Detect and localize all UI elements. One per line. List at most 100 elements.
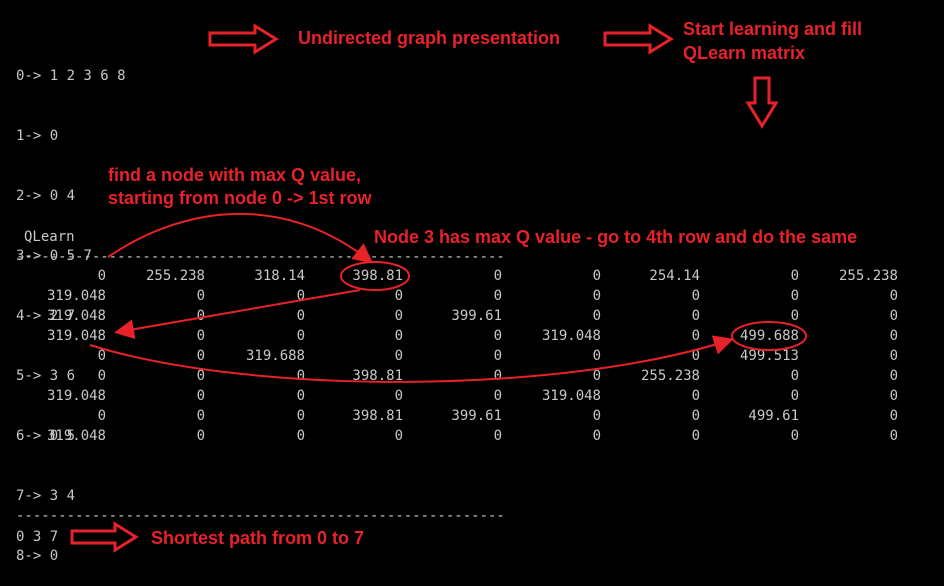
- annotation-shortest: Shortest path from 0 to 7: [151, 528, 365, 548]
- qlearn-cell: 0: [790, 368, 799, 384]
- qlearn-cell: 319.048: [46, 328, 106, 344]
- qlearn-cell: 0: [592, 408, 601, 424]
- curve-arrow-to-row4-icon: [114, 289, 361, 340]
- qlearn-cell: 0: [691, 288, 700, 304]
- adjacency-line: 0-> 1 2 3 6 8: [16, 68, 126, 84]
- qlearn-cell: 0: [493, 348, 502, 364]
- qlearn-cell: 0: [889, 288, 898, 304]
- adjacency-line: 3-> 0 5 7: [16, 248, 92, 264]
- block-arrow-right-icon: [208, 23, 279, 55]
- qlearn-cell: 0: [889, 408, 898, 424]
- qlearn-cell: 0: [790, 388, 799, 404]
- path-separator: ----------------------------------------…: [16, 508, 506, 524]
- qlearn-cell: 319.048: [46, 288, 106, 304]
- qlearn-cell: 399.61: [451, 308, 502, 324]
- adjacency-line: 7-> 3 4: [16, 488, 76, 504]
- qlearn-cell: 0: [296, 328, 305, 344]
- qlearn-cell: 0: [889, 428, 898, 444]
- qlearn-cell: 0: [691, 348, 700, 364]
- qlearn-cell: 0: [296, 288, 305, 304]
- qlearn-cell: 0: [196, 368, 205, 384]
- qlearn-cell: 0: [394, 428, 403, 444]
- curve-arrow-to-node7-icon: [89, 335, 734, 383]
- qlearn-cell: 0: [196, 428, 205, 444]
- qlearn-cell: 0: [592, 348, 601, 364]
- annotation-start-line2: QLearn matrix: [683, 43, 806, 63]
- qlearn-cell: 319.048: [541, 388, 601, 404]
- qlearn-cell: 319.048: [46, 308, 106, 324]
- qlearn-cell: 0: [394, 348, 403, 364]
- adjacency-line: 4-> 2 7: [16, 308, 76, 324]
- adjacency-line: 5-> 3 6: [16, 368, 76, 384]
- qlearn-cell: 0: [691, 308, 700, 324]
- qlearn-cell: 0: [493, 288, 502, 304]
- qlearn-cell: 0: [889, 368, 898, 384]
- qlearn-cell: 499.61: [748, 408, 799, 424]
- qlearn-cell: 0: [296, 368, 305, 384]
- qlearn-title: QLearn: [24, 229, 75, 245]
- qlearn-cell: 255.238: [640, 368, 700, 384]
- qlearn-cell: 254.14: [649, 268, 700, 284]
- block-arrow-right-icon: [70, 521, 139, 553]
- qlearn-cell: 0: [691, 408, 700, 424]
- qlearn-cell: 0: [592, 268, 601, 284]
- qlearn-cell: 0: [296, 308, 305, 324]
- annotation-node3: Node 3 has max Q value - go to 4th row a…: [374, 227, 858, 247]
- block-arrow-down-icon: [745, 76, 779, 129]
- qlearn-cell: 0: [889, 328, 898, 344]
- qlearn-cell: 0: [394, 288, 403, 304]
- qlearn-cell: 0: [889, 308, 898, 324]
- qlearn-cell: 255.238: [838, 268, 898, 284]
- qlearn-cell: 319.688: [245, 348, 305, 364]
- qlearn-cell: 0: [97, 408, 106, 424]
- qlearn-cell: 398.81: [352, 368, 403, 384]
- qlearn-cell: 0: [394, 388, 403, 404]
- qlearn-cell: 0: [97, 268, 106, 284]
- qlearn-cell: 0: [296, 388, 305, 404]
- highlight-circle-398-icon: [340, 261, 410, 291]
- qlearn-cell: 499.688: [739, 328, 799, 344]
- qlearn-cell: 0: [889, 388, 898, 404]
- qlearn-cell: 0: [790, 288, 799, 304]
- qlearn-cell: 319.048: [46, 388, 106, 404]
- qlearn-cell: 0: [691, 428, 700, 444]
- qlearn-cell: 0: [196, 388, 205, 404]
- qlearn-cell: 319.048: [46, 428, 106, 444]
- qlearn-cell: 0: [493, 368, 502, 384]
- qlearn-cell: 0: [196, 288, 205, 304]
- annotation-find-line2: starting from node 0 -> 1st row: [108, 188, 372, 208]
- qlearn-cell: 0: [592, 288, 601, 304]
- adjacency-line: 8-> 0: [16, 548, 59, 564]
- qlearn-cell: 0: [592, 308, 601, 324]
- qlearn-cell: 0: [394, 308, 403, 324]
- qlearn-cell: 0: [493, 428, 502, 444]
- adjacency-list: 0-> 1 2 3 6 8 1-> 0 2-> 0 4 3-> 0 5 7 4-…: [16, 26, 126, 586]
- qlearn-cell: 0: [790, 268, 799, 284]
- qlearn-cell: 398.81: [352, 268, 403, 284]
- highlight-circle-499-icon: [731, 321, 807, 351]
- qlearn-cell: 255.238: [145, 268, 205, 284]
- qlearn-cell: 0: [790, 428, 799, 444]
- qlearn-cell: 0: [196, 308, 205, 324]
- annotation-find-line1: find a node with max Q value,: [108, 165, 362, 185]
- qlearn-cell: 399.61: [451, 408, 502, 424]
- annotation-overlay: [70, 23, 807, 553]
- qlearn-cell: 0: [889, 348, 898, 364]
- block-arrow-right-icon: [603, 23, 674, 55]
- adjacency-line: 1-> 0: [16, 128, 59, 144]
- qlearn-cell: 0: [196, 348, 205, 364]
- shortest-path-output: 0 3 7: [16, 529, 59, 545]
- qlearn-cell: 0: [196, 408, 205, 424]
- annotation-start-line1: Start learning and fill: [683, 19, 863, 39]
- qlearn-cell: 0: [394, 328, 403, 344]
- qlearn-cell: 0: [296, 428, 305, 444]
- qlearn-separator: ----------------------------------------…: [16, 249, 506, 265]
- qlearn-cell: 0: [493, 268, 502, 284]
- qlearn-cell: 0: [196, 328, 205, 344]
- qlearn-cell: 0: [691, 328, 700, 344]
- qlearn-cell: 0: [493, 388, 502, 404]
- qlearn-cell: 0: [296, 408, 305, 424]
- qlearn-cell: 0: [790, 308, 799, 324]
- qlearn-cell: 319.048: [541, 328, 601, 344]
- qlearn-cell: 0: [592, 368, 601, 384]
